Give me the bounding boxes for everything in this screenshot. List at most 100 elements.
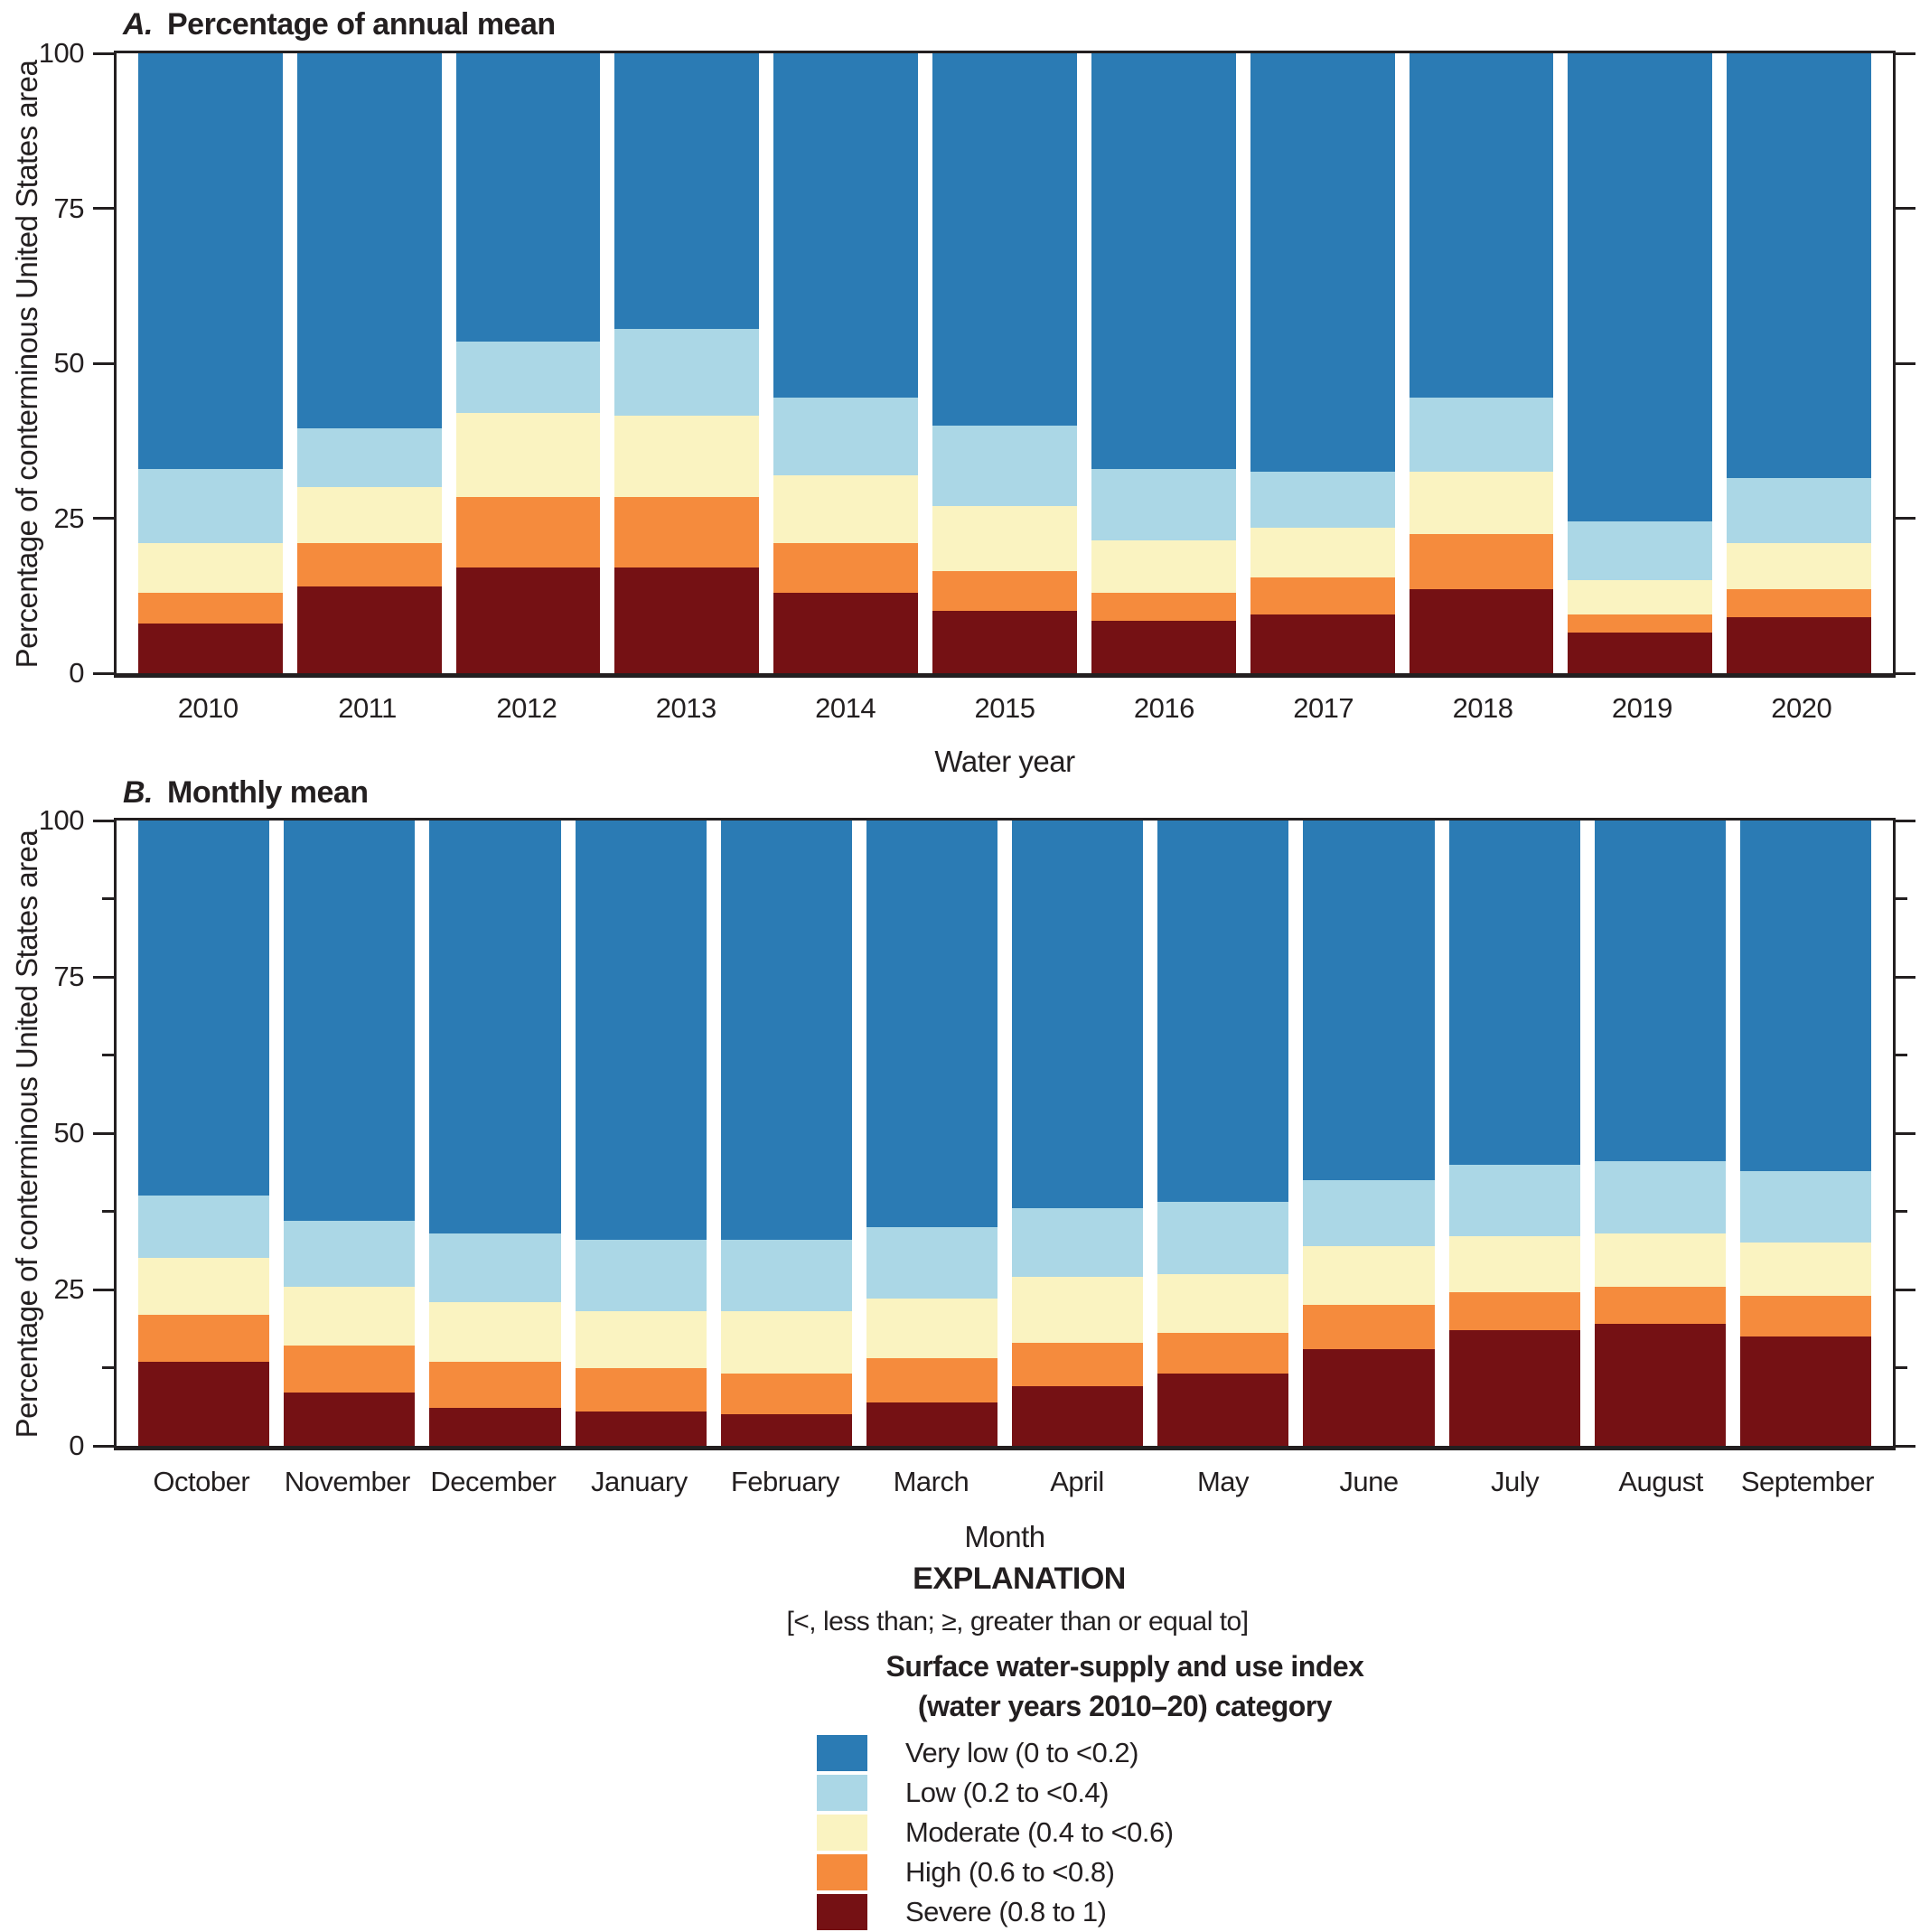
x-tick-label: 2015 [974, 692, 1035, 724]
y-tick-label: 50 [53, 1117, 85, 1149]
bar-2010 [138, 53, 283, 673]
y-tick-label: 0 [69, 657, 84, 689]
bar-September [1739, 821, 1872, 1446]
segment-severe [773, 592, 919, 673]
segment-low [1739, 1170, 1872, 1243]
y-tick-left [93, 517, 114, 520]
segment-severe [1157, 1374, 1289, 1446]
segment-low [575, 1239, 707, 1312]
segment-high [1568, 614, 1713, 633]
segment-low [429, 1233, 561, 1302]
moderate-swatch [817, 1815, 867, 1851]
severe-swatch [817, 1894, 867, 1930]
segment-very_low [1157, 821, 1289, 1203]
segment-very_low [138, 53, 283, 469]
bar-2011 [296, 53, 442, 673]
x-tick-label: 2018 [1452, 692, 1513, 724]
segment-low [614, 329, 760, 417]
segment-low [138, 1196, 270, 1259]
chart-b-x-axis-title: Month [964, 1520, 1045, 1553]
segment-severe [932, 611, 1077, 673]
segment-high [1727, 589, 1871, 618]
segment-low [1091, 468, 1236, 540]
chart-b-plot-area: 0 25 50 75 100 [39, 804, 1915, 1461]
panel-a-letter: A. [123, 7, 154, 42]
y-tick-left [93, 671, 114, 675]
segment-high [1409, 533, 1554, 590]
segment-moderate [1568, 580, 1713, 614]
segment-very_low [932, 53, 1077, 426]
segment-very_low [1739, 821, 1872, 1171]
segment-severe [1303, 1348, 1435, 1446]
segment-high [1157, 1333, 1289, 1374]
bar-February [720, 821, 852, 1446]
segment-moderate [866, 1299, 998, 1359]
segment-severe [1727, 617, 1871, 673]
x-tick-label: 2019 [1611, 692, 1672, 724]
segment-high [455, 496, 601, 568]
segment-very_low [284, 821, 416, 1221]
explanation-heading: EXPLANATION [913, 1562, 1126, 1596]
segment-low [1250, 472, 1395, 528]
y-tick-right [1896, 361, 1915, 365]
high-swatch [817, 1854, 867, 1890]
segment-very_low [138, 821, 270, 1196]
segment-high [773, 542, 919, 593]
x-tick-label: August [1618, 1466, 1703, 1497]
segment-moderate [1303, 1245, 1435, 1306]
y-tick-right [1896, 1288, 1915, 1291]
bar-April [1012, 821, 1144, 1446]
segment-severe [575, 1411, 707, 1446]
minor-y-tick-left [102, 1210, 114, 1213]
segment-low [455, 342, 601, 413]
explanation-subtitle-line1: Surface water-supply and use index [885, 1650, 1364, 1683]
bar-October [138, 821, 270, 1446]
chart-a-plot-area: 0 25 50 75 100 [39, 37, 1915, 689]
segment-moderate [296, 487, 442, 543]
x-tick-label: 2010 [177, 692, 239, 724]
minor-y-tick-right [1896, 897, 1907, 900]
segment-moderate [1594, 1233, 1726, 1287]
segment-high [614, 496, 760, 568]
segment-high [1448, 1292, 1580, 1330]
bar-2019 [1568, 53, 1713, 673]
segment-moderate [614, 416, 760, 497]
x-tick-label: 2014 [815, 692, 876, 724]
segment-low [138, 468, 283, 543]
segment-very_low [1012, 821, 1144, 1209]
segment-severe [1594, 1324, 1726, 1446]
segment-very_low [614, 53, 760, 330]
x-tick-label: 2012 [496, 692, 557, 724]
segment-moderate [1727, 542, 1871, 590]
bar-June [1303, 821, 1435, 1446]
segment-high [429, 1361, 561, 1409]
segment-severe [296, 586, 442, 673]
segment-very_low [296, 53, 442, 429]
x-tick-label: March [893, 1466, 969, 1497]
bar-2020 [1727, 53, 1871, 673]
legend-item-label: High (0.6 to <0.8) [905, 1856, 1115, 1888]
segment-moderate [575, 1311, 707, 1368]
segment-severe [1739, 1336, 1872, 1446]
bar-March [866, 821, 998, 1446]
segment-low [866, 1226, 998, 1299]
segment-low [296, 428, 442, 488]
segment-severe [866, 1402, 998, 1446]
segment-high [1250, 577, 1395, 614]
segment-moderate [720, 1311, 852, 1374]
segment-low [720, 1239, 852, 1312]
y-tick-label: 25 [53, 502, 85, 534]
segment-severe [1091, 620, 1236, 673]
segment-very_low [429, 821, 561, 1233]
y-tick-right [1896, 517, 1915, 520]
y-tick-left [93, 361, 114, 365]
bar-May [1157, 821, 1289, 1446]
y-tick-right [1896, 975, 1915, 979]
y-tick-label: 50 [53, 347, 85, 379]
chart-b-x-tick-labels: October November December January February Ma… [114, 1466, 1896, 1498]
panel-b-title: B. Monthly mean [123, 775, 369, 811]
legend-item-label: Moderate (0.4 to <0.6) [905, 1816, 1174, 1848]
x-tick-label: November [284, 1466, 410, 1497]
segment-very_low [455, 53, 601, 342]
segment-very_low [1250, 53, 1395, 473]
